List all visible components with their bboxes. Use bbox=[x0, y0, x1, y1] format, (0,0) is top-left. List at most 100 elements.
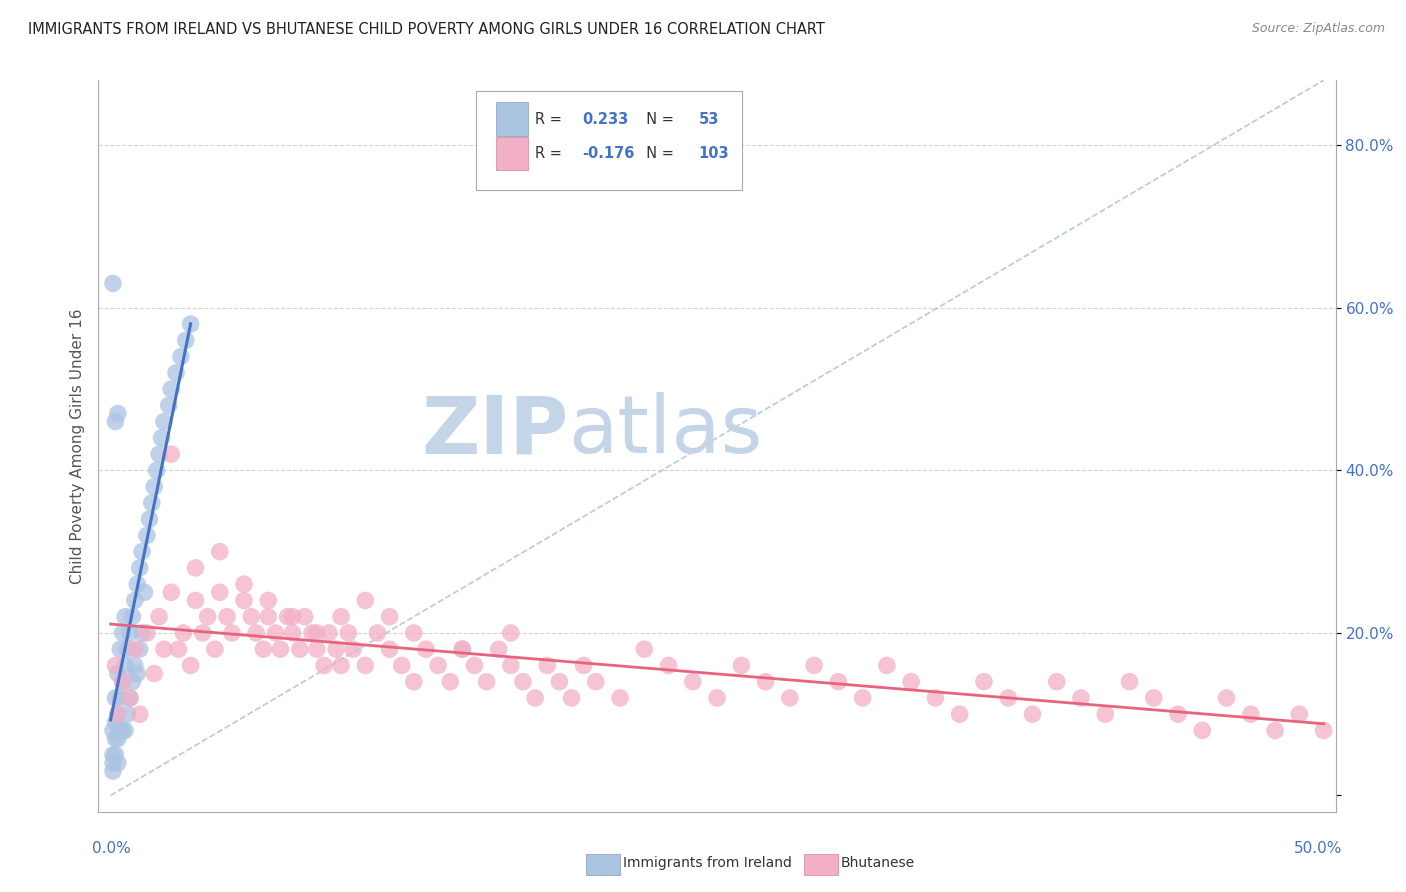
Point bbox=[153, 415, 176, 429]
Point bbox=[104, 415, 127, 429]
Point bbox=[342, 642, 364, 657]
Point bbox=[165, 366, 187, 380]
Point bbox=[174, 334, 197, 348]
Point bbox=[167, 642, 190, 657]
Point bbox=[378, 609, 401, 624]
Point bbox=[1143, 690, 1166, 705]
Point bbox=[1191, 723, 1213, 738]
Point bbox=[378, 642, 401, 657]
Point bbox=[1070, 690, 1092, 705]
Point bbox=[101, 747, 124, 762]
Point bbox=[1240, 707, 1263, 722]
Text: N =: N = bbox=[637, 112, 678, 127]
Point bbox=[118, 626, 141, 640]
Point bbox=[101, 756, 124, 770]
Point bbox=[354, 593, 377, 607]
FancyBboxPatch shape bbox=[475, 91, 742, 190]
Point bbox=[536, 658, 558, 673]
Point bbox=[499, 626, 522, 640]
Point bbox=[128, 561, 150, 575]
Point bbox=[136, 528, 159, 542]
Point bbox=[157, 398, 180, 412]
Point bbox=[682, 674, 704, 689]
Point bbox=[1288, 707, 1310, 722]
Point bbox=[118, 690, 141, 705]
FancyBboxPatch shape bbox=[495, 103, 527, 136]
Point bbox=[118, 690, 141, 705]
Point bbox=[706, 690, 728, 705]
Point bbox=[269, 642, 291, 657]
Point bbox=[924, 690, 946, 705]
Point bbox=[208, 585, 231, 599]
Point bbox=[318, 626, 340, 640]
Point bbox=[131, 626, 153, 640]
Point bbox=[172, 626, 194, 640]
Text: Source: ZipAtlas.com: Source: ZipAtlas.com bbox=[1251, 22, 1385, 36]
Point bbox=[107, 731, 129, 746]
Point bbox=[117, 707, 139, 722]
Point bbox=[281, 609, 304, 624]
Text: IMMIGRANTS FROM IRELAND VS BHUTANESE CHILD POVERTY AMONG GIRLS UNDER 16 CORRELAT: IMMIGRANTS FROM IRELAND VS BHUTANESE CHI… bbox=[28, 22, 825, 37]
Point bbox=[730, 658, 752, 673]
Point bbox=[221, 626, 243, 640]
Point bbox=[184, 561, 207, 575]
Point bbox=[755, 674, 778, 689]
Text: 0.0%: 0.0% bbox=[93, 841, 131, 856]
Point bbox=[451, 642, 474, 657]
Point bbox=[143, 480, 166, 494]
Point bbox=[114, 723, 136, 738]
Point bbox=[281, 626, 304, 640]
Point bbox=[110, 723, 132, 738]
Point bbox=[1167, 707, 1189, 722]
Point bbox=[402, 674, 425, 689]
Point bbox=[107, 666, 129, 681]
Point bbox=[330, 658, 353, 673]
Point bbox=[294, 609, 316, 624]
Point bbox=[803, 658, 825, 673]
Point bbox=[111, 723, 134, 738]
Point bbox=[104, 747, 127, 762]
Text: Bhutanese: Bhutanese bbox=[841, 856, 915, 871]
Point bbox=[560, 690, 582, 705]
Point bbox=[121, 674, 143, 689]
Point bbox=[257, 593, 280, 607]
Text: 53: 53 bbox=[699, 112, 718, 127]
Point bbox=[1046, 674, 1069, 689]
Point bbox=[143, 666, 166, 681]
Point bbox=[257, 609, 280, 624]
Point bbox=[499, 658, 522, 673]
Point bbox=[191, 626, 214, 640]
Point bbox=[949, 707, 972, 722]
Point bbox=[128, 707, 150, 722]
Point bbox=[427, 658, 450, 673]
Point bbox=[128, 642, 150, 657]
Point bbox=[160, 382, 183, 396]
Point bbox=[366, 626, 388, 640]
Point bbox=[114, 609, 136, 624]
Point bbox=[148, 447, 170, 461]
Point bbox=[252, 642, 274, 657]
Point bbox=[136, 626, 159, 640]
Text: ZIP: ZIP bbox=[422, 392, 568, 470]
Point bbox=[548, 674, 571, 689]
Point bbox=[264, 626, 287, 640]
Point bbox=[876, 658, 898, 673]
Point bbox=[141, 496, 163, 510]
Point bbox=[160, 447, 183, 461]
Point bbox=[170, 350, 193, 364]
Point bbox=[233, 577, 256, 591]
Text: R =: R = bbox=[536, 146, 567, 161]
Point bbox=[900, 674, 922, 689]
Point bbox=[101, 723, 124, 738]
Point bbox=[524, 690, 547, 705]
Point bbox=[439, 674, 461, 689]
Point bbox=[463, 658, 485, 673]
Point bbox=[180, 658, 202, 673]
Point bbox=[288, 642, 311, 657]
Point bbox=[104, 658, 127, 673]
Point bbox=[1312, 723, 1334, 738]
Point bbox=[233, 593, 256, 607]
Point bbox=[127, 666, 149, 681]
Point bbox=[585, 674, 607, 689]
Point bbox=[148, 609, 170, 624]
